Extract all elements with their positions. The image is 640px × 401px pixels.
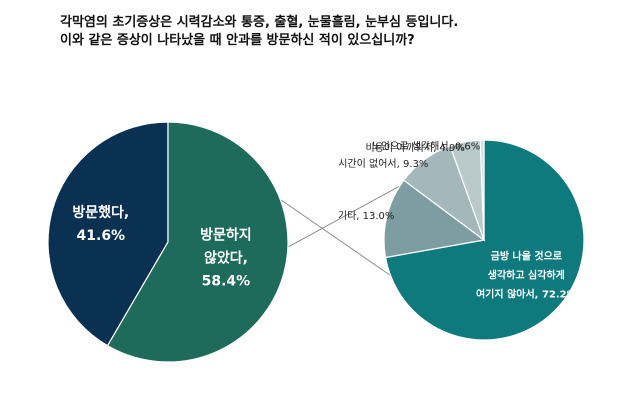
- sub-pie-slice-2: [383, 179, 486, 259]
- chart-title: 각막염의 초기증상은 시력감소와 통증, 출혈, 눈물흘림, 눈부심 등입니다.…: [60, 14, 458, 50]
- sub-pie-label-4: 비용이 아까워서, 4.9%: [366, 141, 465, 154]
- main-pie: [47, 121, 289, 363]
- sub-pie-label-2: 기타, 13.0%: [338, 210, 395, 222]
- sub-pie: [383, 139, 585, 341]
- main-pie-label-방문하지-않았다: 방문하지 않았다, 58.4%: [200, 227, 252, 290]
- main-pie-label-방문했다: 방문했다, 41.6%: [72, 204, 129, 244]
- title-line-1: 각막염의 초기증상은 시력감소와 통증, 출혈, 눈물흘림, 눈부심 등입니다.: [60, 15, 459, 30]
- sub-pie-slice-5: [479, 139, 485, 241]
- title-line-2: 이와 같은 증상이 나타났을 때 안과를 방문하신 적이 있으십니까?: [60, 33, 415, 48]
- slice-labels: 방문했다, 41.6% 방문하지 않았다, 58.4% 금방 나을 것으로 생각하고 심각하…: [72, 140, 576, 301]
- main-pie-slice-1: [47, 121, 169, 347]
- main-pie-slice-2: [106, 121, 289, 363]
- sub-pie-label-1: 금방 나을 것으로 생각하고 심각하게 여기지 않아서, 72.2%: [476, 250, 577, 301]
- sub-pie-label-3: 시간이 없어서, 9.3%: [338, 157, 428, 170]
- sub-pie-label-5: 노안으로 생각해서, 0.6%: [372, 140, 481, 153]
